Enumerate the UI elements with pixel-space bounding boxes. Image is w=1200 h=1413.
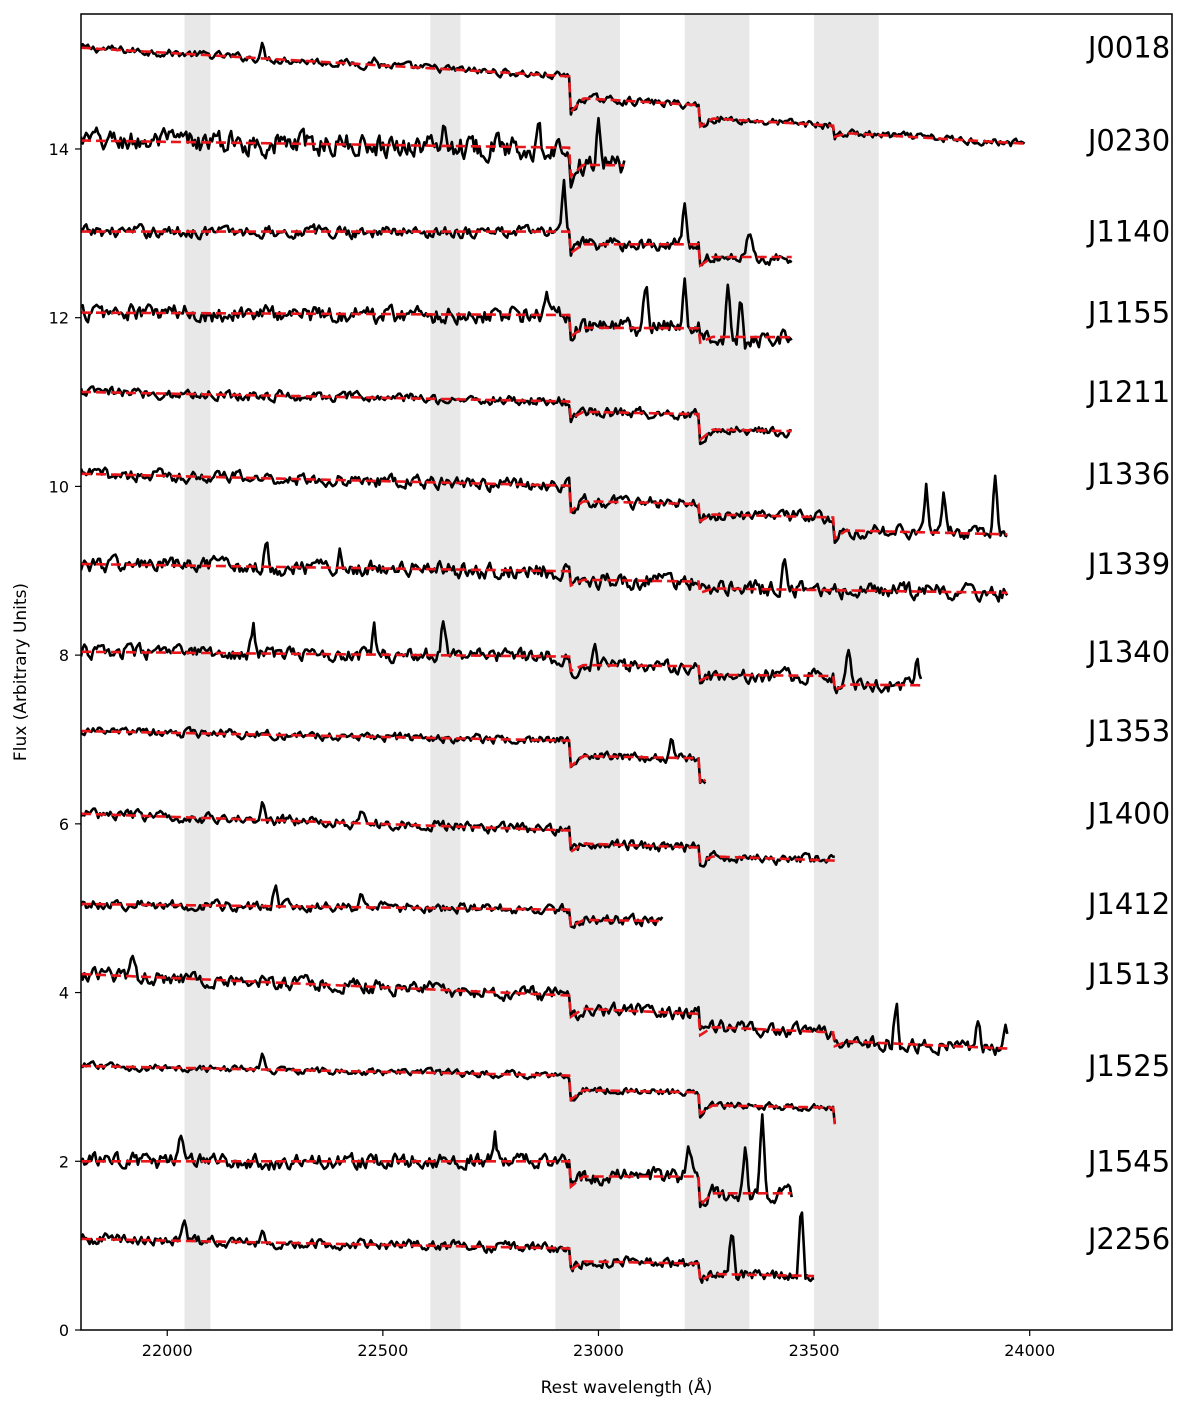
model-line-J1339 [81, 562, 1008, 595]
series-J1140 [81, 178, 793, 268]
model-line-J1211 [81, 390, 792, 443]
observed-line-J1211 [81, 385, 793, 446]
series-J1155 [81, 277, 793, 350]
spectrum-label: J1155 [1086, 296, 1170, 330]
spectrum-label: J1545 [1086, 1144, 1170, 1178]
spectrum-label: J1400 [1086, 797, 1170, 831]
series-J1339 [81, 541, 1009, 603]
series-J1513 [81, 954, 1009, 1057]
x-tick-label: 24000 [1004, 1341, 1055, 1360]
observed-line-J1140 [81, 178, 793, 267]
series-J1412 [81, 884, 664, 929]
x-axis-title: Rest wavelength (Å) [541, 1376, 713, 1398]
observed-line-J1339 [81, 541, 1009, 603]
spectrum-label: J0230 [1086, 124, 1170, 158]
model-line-J1400 [81, 812, 835, 864]
observed-line-J1545 [81, 1113, 793, 1209]
spectrum-label: J1353 [1086, 714, 1170, 748]
y-tick-label: 12 [49, 309, 69, 328]
spectrum-label: J1513 [1086, 957, 1170, 991]
observed-line-J1353 [81, 725, 707, 785]
spectrum-label: J1340 [1086, 635, 1170, 669]
model-line-J1412 [81, 902, 663, 929]
series-J1336 [81, 466, 1008, 545]
shaded-band-3 [555, 14, 621, 1330]
spectra-series [81, 41, 1026, 1284]
observed-line-J1336 [81, 466, 1008, 545]
model-line-J1340 [81, 650, 921, 692]
y-tick-label: 8 [59, 646, 69, 665]
shaded-band-1 [184, 14, 211, 1330]
y-axis-title: Flux (Arbitrary Units) [11, 583, 31, 761]
spectrum-label: J1339 [1086, 547, 1170, 581]
shaded-bands [184, 14, 879, 1330]
spectrum-label: J1211 [1086, 375, 1170, 409]
observed-line-J0230 [81, 116, 626, 189]
model-line-J1525 [81, 1064, 837, 1125]
x-tick-label: 23500 [789, 1341, 840, 1360]
plot-frame [80, 13, 1173, 1331]
y-tick-label: 6 [59, 815, 69, 834]
y-axis-ticks: 0 2 4 6 8 10 12 14 [49, 140, 81, 1340]
model-line-J1336 [81, 472, 1008, 541]
spectrum-label: J1336 [1086, 457, 1170, 491]
spectrum-label: J1412 [1086, 887, 1170, 921]
spectrum-label: J1140 [1086, 215, 1170, 249]
y-tick-label: 10 [49, 477, 69, 496]
model-line-J0230 [81, 139, 625, 179]
spectrum-label: J2256 [1086, 1222, 1170, 1256]
y-tick-label: 0 [59, 1321, 69, 1340]
y-tick-label: 4 [59, 984, 69, 1003]
series-J1400 [81, 801, 835, 868]
series-J0018 [81, 41, 1026, 148]
shaded-band-2 [430, 14, 461, 1330]
x-tick-label: 23000 [573, 1341, 624, 1360]
observed-line-J0018 [81, 41, 1026, 148]
spectrum-label: J0018 [1086, 31, 1170, 65]
spectrum-labels: J0018 J0230 J1140 J1155 J1211 J1336 J1339 J1340… [1086, 31, 1170, 1256]
series-J1340 [81, 620, 923, 695]
series-J2256 [81, 1211, 815, 1284]
y-tick-label: 2 [59, 1152, 69, 1171]
observed-line-J1155 [81, 277, 793, 350]
observed-line-J1525 [81, 1052, 837, 1124]
y-tick-label: 14 [49, 140, 69, 159]
model-line-J1545 [81, 1160, 792, 1208]
model-line-J1353 [81, 729, 707, 787]
series-J1545 [81, 1113, 793, 1209]
model-line-J1513 [81, 972, 1008, 1050]
model-line-J2256 [81, 1237, 815, 1283]
x-tick-label: 22500 [357, 1341, 408, 1360]
series-J0230 [81, 116, 626, 189]
series-J1353 [81, 725, 707, 787]
x-tick-label: 22000 [142, 1341, 193, 1360]
x-axis-ticks: 22000 22500 23000 23500 24000 [142, 1330, 1055, 1360]
series-J1211 [81, 385, 793, 446]
series-J1525 [81, 1052, 837, 1125]
spectrum-label: J1525 [1086, 1049, 1170, 1083]
model-line-J0018 [81, 46, 1025, 145]
